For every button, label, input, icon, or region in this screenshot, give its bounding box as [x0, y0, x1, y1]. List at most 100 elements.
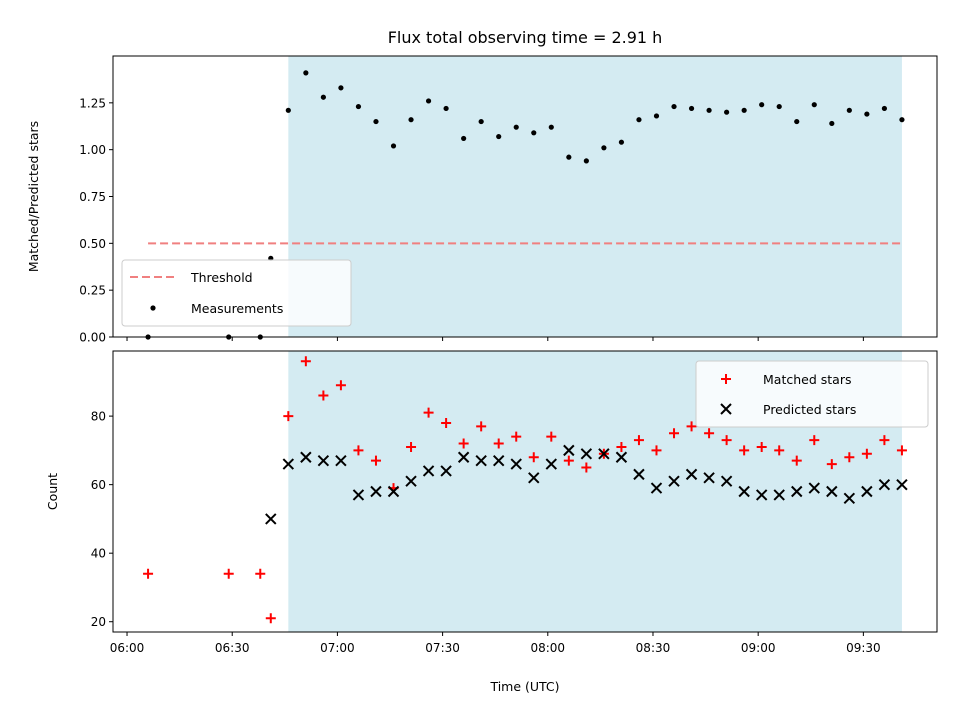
matched-star-point [616, 441, 627, 452]
predicted-star-point [335, 454, 347, 467]
matched-star-point [669, 428, 680, 439]
measurement-point [496, 133, 502, 140]
matched-star-point [791, 455, 802, 466]
matched-star-point [546, 431, 557, 442]
predicted-star-point [896, 478, 908, 491]
measurement-point [741, 107, 747, 113]
matched-star-point [223, 568, 234, 579]
predicted-star-point [317, 454, 330, 467]
bottom-ytick-label: 80 [91, 410, 106, 424]
matched-star-point [370, 455, 381, 466]
top-legend-box [121, 259, 352, 327]
predicted-star-point [861, 485, 873, 498]
measurement-point [776, 103, 782, 110]
bottom-legend-box [695, 360, 929, 428]
matched-star-point [756, 441, 767, 452]
matched-star-point [283, 411, 294, 422]
matched-star-point [441, 417, 452, 428]
matched-star-point [581, 462, 592, 473]
matched-star-point [809, 435, 820, 446]
top-shaded-region [288, 56, 902, 337]
matched-star-point [255, 568, 266, 579]
matched-star-point [896, 445, 907, 456]
top-legend: Threshold Measurements [121, 259, 352, 327]
top-ytick-label: 0.25 [79, 284, 106, 298]
matched-star-point [528, 452, 539, 463]
predicted-star-point [598, 448, 610, 460]
predicted-star-point [826, 485, 838, 498]
measurement-point [618, 139, 625, 145]
matched-star-point [739, 445, 750, 456]
measurement-point [899, 117, 905, 123]
predicted-star-point [405, 475, 417, 487]
measurements-legend-label: Measurements [191, 301, 283, 316]
predicted-star-point [843, 492, 856, 505]
predicted-star-point [370, 485, 382, 498]
matched-star-point [423, 407, 434, 418]
matched-legend-label: Matched stars [763, 372, 851, 387]
matched-star-point [353, 445, 364, 456]
predicted-star-point [791, 485, 803, 498]
predicted-legend-swatch [720, 403, 732, 415]
measurement-point [724, 109, 730, 115]
predicted-star-point [650, 482, 663, 494]
matched-stars-series [143, 356, 907, 624]
predicted-star-point [755, 489, 768, 501]
matched-star-point [826, 459, 837, 470]
predicted-star-point [387, 485, 400, 498]
top-ytick-label: 0.75 [79, 190, 106, 204]
predicted-star-point [300, 451, 312, 463]
matched-star-point [476, 421, 487, 432]
matched-star-point [300, 356, 311, 367]
predicted-star-point [615, 451, 628, 463]
threshold-legend-label: Threshold [190, 270, 253, 285]
measurement-point [461, 135, 467, 142]
measurement-point [759, 102, 765, 108]
measurement-point [548, 124, 554, 130]
measurement-point [601, 145, 607, 151]
predicted-star-point [422, 465, 435, 477]
xtick-label: 07:00 [320, 641, 355, 655]
bottom-ytick-label: 40 [91, 547, 106, 561]
top-ytick-label: 0.00 [79, 331, 106, 345]
predicted-star-point [773, 489, 785, 501]
measurement-point [425, 98, 432, 104]
matched-legend-swatch [721, 374, 731, 384]
matched-star-point [458, 438, 469, 449]
measurement-point [671, 103, 677, 110]
measurements-series [145, 70, 905, 340]
predicted-stars-series [265, 444, 908, 525]
predicted-star-point [808, 482, 820, 494]
measurement-point [864, 111, 870, 117]
measurement-point [706, 107, 712, 113]
xtick-label: 08:30 [636, 641, 671, 655]
measurement-point [443, 105, 449, 112]
matched-star-point [651, 445, 662, 456]
measurement-point [303, 70, 309, 76]
x-axis-label: Time (UTC) [489, 679, 559, 694]
measurement-point [478, 118, 484, 125]
measurement-point [653, 113, 660, 119]
predicted-legend-label: Predicted stars [763, 402, 856, 417]
predicted-star-point [563, 444, 575, 457]
measurement-point [513, 124, 519, 130]
predicted-star-point [580, 448, 593, 460]
xtick-label: 06:30 [215, 641, 250, 655]
matched-star-point [265, 613, 276, 624]
predicted-star-point [720, 475, 733, 487]
matched-star-point [861, 448, 872, 459]
measurement-point [338, 85, 344, 91]
matched-star-point [704, 428, 715, 439]
matched-star-point [563, 455, 574, 466]
predicted-star-point [265, 513, 277, 525]
bottom-y-axis-label: Count [45, 473, 60, 510]
measurement-point [636, 117, 642, 123]
predicted-star-point [528, 472, 540, 484]
bottom-ytick-label: 20 [91, 615, 106, 629]
predicted-star-point [282, 458, 295, 470]
measurement-point [846, 107, 852, 113]
measurement-point [566, 154, 572, 160]
matched-star-point [493, 438, 504, 449]
measurement-point [583, 158, 589, 164]
